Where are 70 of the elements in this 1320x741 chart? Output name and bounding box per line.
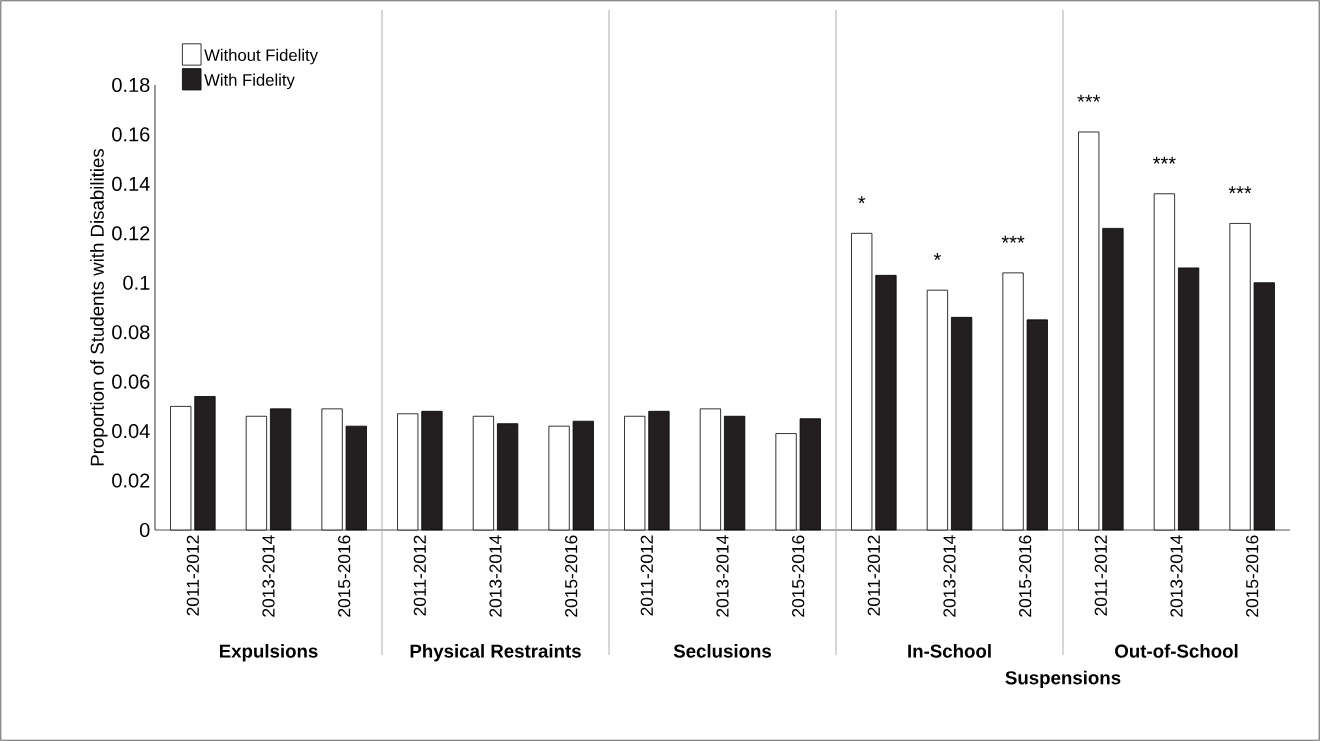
text: Seclusions (673, 644, 772, 658)
bar (799, 418, 821, 531)
bar (875, 274, 897, 531)
x-tick-label: 2015-2016 (1246, 535, 1259, 617)
bar (194, 396, 216, 531)
bar (1153, 193, 1176, 531)
bar (926, 289, 949, 531)
legend-label: With Fidelity (204, 73, 295, 90)
y-tick-label: 0.1 (123, 275, 150, 290)
bar (170, 405, 192, 531)
text: Suspensions (1005, 670, 1121, 689)
y-tick-label: 0.14 (112, 176, 150, 191)
bar (1229, 223, 1251, 531)
bar (951, 316, 973, 531)
x-tick-label: 2011-2012 (640, 535, 653, 616)
data-label: *** (1153, 156, 1176, 164)
bar (775, 433, 797, 531)
data-label: *** (1001, 235, 1025, 243)
text: Physical Restraints (410, 644, 581, 662)
bar (245, 415, 268, 531)
x-tick-label: 2011-2012 (186, 535, 199, 616)
x-tick-label: 2011-2012 (413, 535, 426, 616)
bar (1178, 267, 1200, 531)
bar (624, 415, 646, 531)
bar (572, 420, 594, 531)
y-tick-label: 0.16 (112, 127, 150, 142)
y-tick-label: 0 (139, 522, 150, 538)
bar (472, 415, 495, 531)
bar (497, 423, 519, 531)
bar (1002, 272, 1024, 531)
bar (345, 425, 367, 531)
text: Out-of-School (1115, 644, 1238, 658)
x-tick-label: 2011-2012 (867, 535, 880, 616)
data-label: *** (1077, 94, 1101, 102)
x-tick-label: 2013-2014 (1170, 535, 1183, 617)
x-tick-label: 2011-2012 (1094, 535, 1107, 616)
bar (397, 413, 419, 531)
bar (421, 410, 443, 531)
x-tick-label: 2015-2016 (1019, 535, 1032, 617)
bar (321, 408, 343, 531)
y-tick-label: 0.08 (112, 325, 150, 340)
bar (270, 408, 292, 531)
bar (724, 415, 746, 531)
bar (1253, 282, 1275, 531)
x-tick-label: 2013-2014 (716, 535, 729, 617)
y-tick-label: 0.02 (112, 473, 150, 488)
x-tick-label: 2015-2016 (338, 535, 351, 617)
bar (648, 410, 670, 531)
text: Expulsions (219, 644, 318, 662)
data-label: *** (1228, 186, 1252, 194)
bar (1078, 131, 1100, 531)
y-axis-title: Proportion of Students with Disabilities (90, 148, 108, 466)
x-tick-label: 2013-2014 (489, 535, 502, 617)
bar (1102, 227, 1124, 531)
legend-label: Without Fidelity (204, 48, 318, 65)
y-tick-label: 0.04 (112, 424, 150, 439)
x-tick-label: 2013-2014 (262, 535, 275, 617)
bar (1026, 319, 1048, 531)
bar (548, 425, 570, 531)
bar (851, 232, 873, 531)
y-tick-label: 0.18 (112, 77, 150, 93)
data-label: * (858, 196, 866, 204)
text: In-School (908, 644, 991, 658)
x-tick-label: 2015-2016 (792, 535, 805, 617)
bar (699, 408, 722, 531)
data-label: * (933, 253, 941, 261)
x-tick-label: 2015-2016 (565, 535, 578, 617)
y-tick-label: 0.06 (112, 374, 150, 389)
y-tick-label: 0.12 (112, 226, 150, 241)
x-tick-label: 2013-2014 (943, 535, 956, 617)
